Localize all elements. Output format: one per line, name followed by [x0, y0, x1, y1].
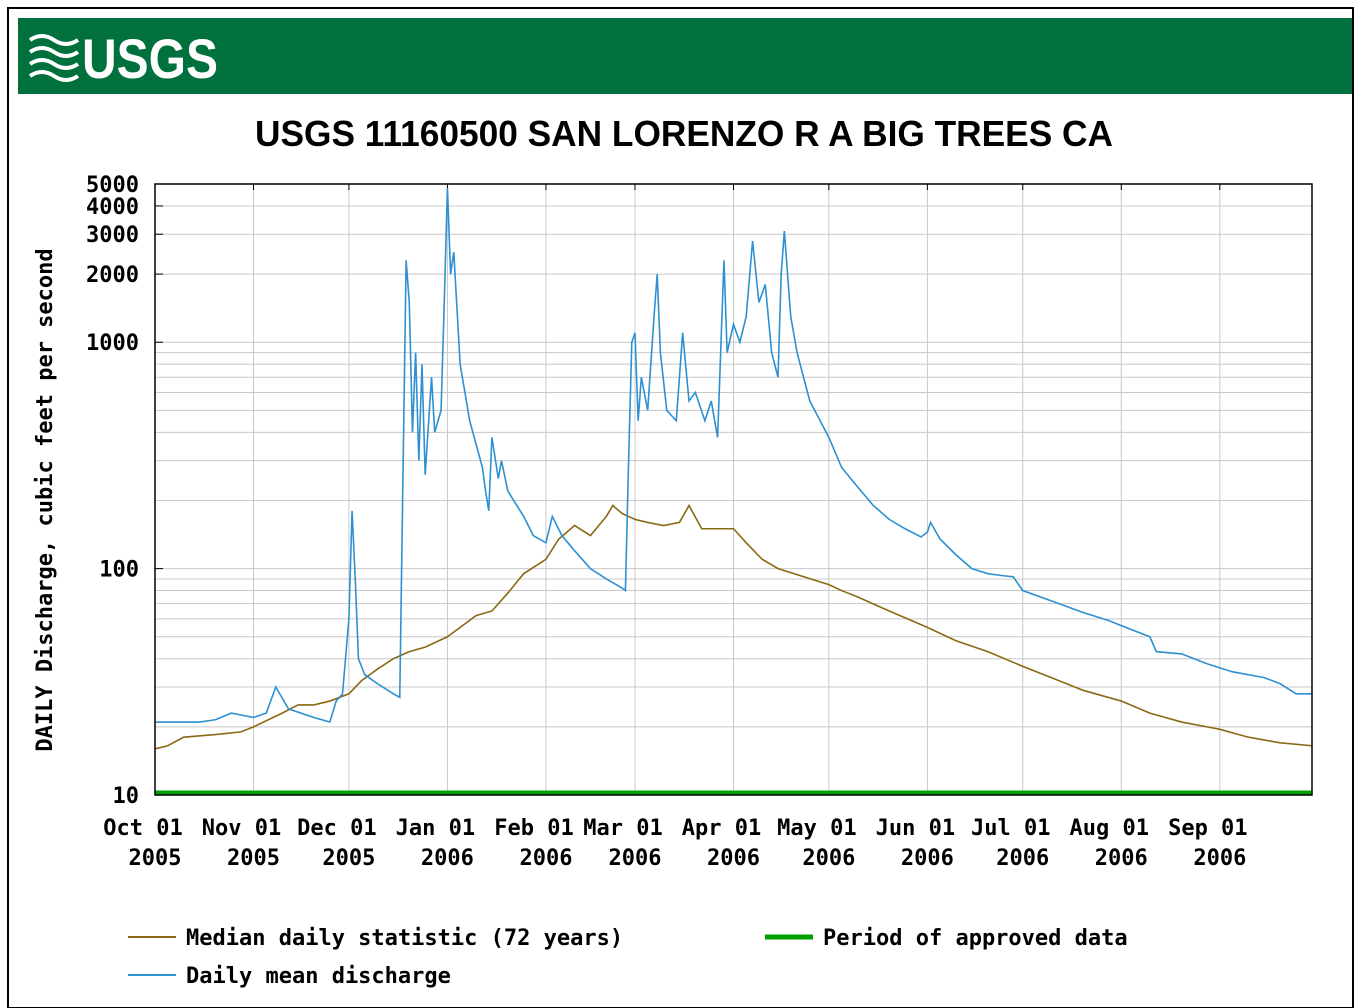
legend-label: Period of approved data: [823, 926, 1128, 951]
x-tick-label: 2006: [608, 846, 661, 871]
x-tick-label: Feb 01: [494, 816, 573, 841]
logo-waves: [28, 34, 80, 82]
frame: [7, 7, 1354, 1008]
chart-title: USGS 11160500 SAN LORENZO R A BIG TREES …: [255, 113, 1113, 154]
x-tick-label: 2006: [1095, 846, 1148, 871]
y-tick-label: 100: [99, 558, 139, 583]
plot-frame: [154, 183, 1313, 796]
x-tick-label: Dec 01: [297, 816, 376, 841]
legend-label: Median daily statistic (72 years): [186, 926, 623, 951]
x-tick-label: 2006: [519, 846, 572, 871]
x-tick-label: Jan 01: [396, 816, 475, 841]
x-tick-label: Aug 01: [1070, 816, 1149, 841]
legend-label: Daily mean discharge: [186, 964, 451, 989]
y-tick-label: 2000: [86, 263, 139, 288]
x-tick-label: Sep 01: [1168, 816, 1247, 841]
x-tick-label: 2006: [421, 846, 474, 871]
x-tick-label: Jun 01: [876, 816, 955, 841]
x-tick-label: 2006: [802, 846, 855, 871]
x-tick-label: Oct 01: [103, 816, 182, 841]
y-tick-label: 1000: [86, 331, 139, 356]
x-tick-label: 2006: [707, 846, 760, 871]
y-tick-label: 3000: [86, 223, 139, 248]
y-axis-label: DAILY Discharge, cubic feet per second: [33, 248, 58, 751]
x-tick-label: Nov 01: [202, 816, 281, 841]
logo: USGS: [82, 27, 218, 90]
x-tick-label: Jul 01: [971, 816, 1050, 841]
y-tick-label: 5000: [86, 173, 139, 198]
x-tick-label: 2006: [996, 846, 1049, 871]
y-tick-label: 4000: [86, 195, 139, 220]
x-tick-label: 2005: [129, 846, 182, 871]
x-tick-label: 2006: [1193, 846, 1246, 871]
x-tick-label: 2006: [901, 846, 954, 871]
y-tick-label: 10: [113, 784, 140, 809]
line-series: [155, 187, 1312, 724]
x-tick-label: Mar 01: [583, 816, 662, 841]
x-tick-label: May 01: [777, 816, 856, 841]
x-tick-label: Apr 01: [682, 816, 761, 841]
x-tick-label: 2005: [227, 846, 280, 871]
header-bar: [18, 18, 1352, 94]
x-tick-label: 2005: [322, 846, 375, 871]
